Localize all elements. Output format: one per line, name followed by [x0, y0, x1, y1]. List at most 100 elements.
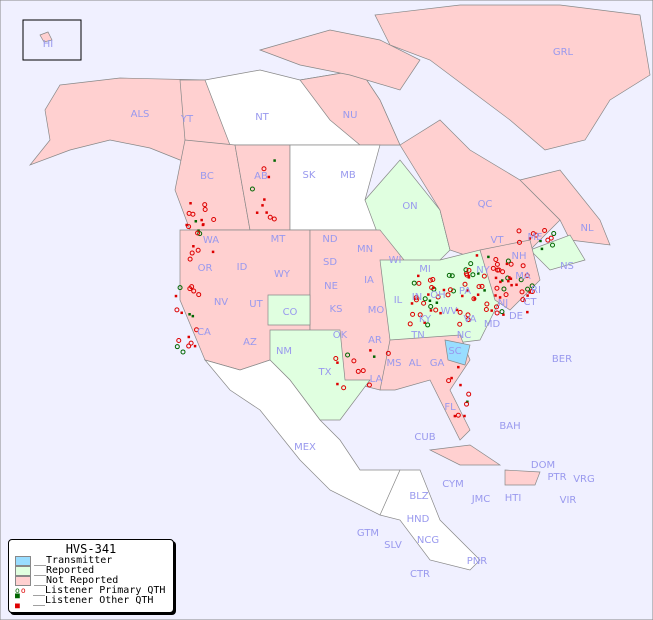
listener-primary-marker [333, 355, 339, 361]
region-label-nu: NU [343, 110, 358, 121]
listener-other-marker [526, 294, 529, 297]
listener-other-marker [499, 280, 502, 284]
legend-item-transmitter: __Transmitter [15, 556, 173, 566]
listener-primary-marker [194, 327, 200, 333]
region-label-de: DE [509, 311, 523, 322]
listener-other-marker [263, 198, 266, 201]
listener-other-marker [261, 204, 264, 207]
region-label-az: AZ [243, 337, 257, 348]
listener-primary-marker [484, 301, 490, 307]
listener-primary-marker [449, 273, 455, 279]
listener-primary-marker [196, 292, 202, 298]
listener-other-marker [197, 229, 200, 232]
region-label-fl: FL [444, 402, 456, 413]
region-label-ky: KY [419, 314, 432, 325]
listener-other-marker [465, 289, 469, 292]
listener-other-marker [200, 218, 203, 222]
listener-other-marker [455, 308, 459, 312]
region-label-nh: NH [512, 251, 527, 262]
listener-other-marker [502, 313, 505, 316]
region-label-ab: AB [254, 171, 268, 182]
region-labels: HI ALS YT NT NU GRL BC AB SK MB ON QC NL NS WA OR ID MT WY… [43, 39, 595, 580]
listener-other-marker [336, 382, 339, 386]
hawaii-region [39, 31, 53, 43]
region-label-sd: SD [323, 257, 337, 268]
region-label-ms: MS [387, 358, 402, 369]
listener-other-marker [194, 220, 198, 223]
listener-primary-marker [462, 281, 468, 287]
listener-primary-marker [520, 263, 526, 269]
listener-other-marker [526, 310, 529, 314]
listener-other-marker [191, 314, 195, 318]
region-label-ar: AR [368, 335, 382, 346]
region-label-ct: CT [523, 297, 537, 308]
listener-primary-marker [202, 202, 208, 208]
region-label-vir: VIR [560, 495, 577, 506]
listener-other-marker [185, 223, 188, 227]
listener-primary-marker [501, 286, 507, 292]
region-label-nt: NT [255, 112, 269, 123]
listener-primary-marker [471, 296, 477, 302]
region-label-sk: SK [303, 170, 316, 181]
region-label-mo: MO [368, 305, 385, 316]
listener-other-marker [369, 349, 372, 352]
legend-label: __Listener Other QTH [33, 595, 154, 606]
greenland-region [374, 4, 651, 151]
region-label-hti: HTI [505, 493, 522, 504]
listener-primary-marker [483, 306, 489, 312]
listener-primary-marker [516, 228, 522, 234]
region-label-ia: IA [364, 275, 374, 286]
listener-primary-marker [503, 292, 509, 298]
legend-title: HVS-341 [65, 542, 117, 556]
listener-primary-marker [542, 227, 548, 233]
listener-primary-marker [267, 214, 273, 220]
listener-other-marker [539, 239, 542, 243]
legend: HVS-341 __Transmitter __Reported __Not R… [8, 539, 174, 613]
maritimes-region [529, 234, 586, 271]
region-label-hi: HI [43, 39, 53, 50]
listener-primary-marker [176, 338, 182, 344]
listener-primary-marker [429, 285, 435, 291]
region-label-la: LA [370, 374, 383, 385]
region-label-sc: SC [448, 346, 461, 357]
region-label-mex: MEX [294, 442, 316, 453]
legend-item-reported: __Reported [15, 566, 173, 576]
listener-other-marker [515, 283, 518, 287]
listener-primary-marker [481, 273, 487, 279]
transmitter-swatch [15, 556, 31, 566]
region-label-ma: MA [515, 271, 531, 282]
listener-primary-marker [261, 166, 267, 172]
region-label-hnd: HND [407, 514, 430, 525]
listener-other-marker [528, 291, 531, 294]
listener-primary-marker [548, 235, 554, 241]
region-label-ga: GA [430, 358, 445, 369]
listener-other-marker [187, 335, 191, 339]
region-label-nc: NC [457, 330, 471, 341]
region-label-cym: CYM [442, 479, 464, 490]
sk-mb-region [289, 144, 381, 231]
listener-other-marker [265, 211, 268, 214]
listener-primary-marker [186, 343, 192, 349]
listener-other-marker [428, 299, 432, 303]
listener-primary-marker [385, 350, 391, 356]
listener-primary-marker [470, 272, 476, 278]
listener-other-marker [439, 311, 442, 315]
listener-primary-marker [407, 321, 413, 327]
listener-primary-marker [519, 289, 525, 295]
reported-swatch [15, 566, 31, 576]
listener-primary-marker [445, 292, 451, 298]
region-label-wv: WV [441, 306, 458, 317]
listener-primary-marker [446, 272, 452, 278]
listener-primary-marker [177, 285, 183, 291]
listener-primary-marker [186, 224, 192, 230]
listener-primary-marker [249, 186, 255, 192]
region-label-in: IN [412, 292, 422, 303]
listener-primary-marker [191, 288, 197, 294]
listener-other-marker [189, 202, 192, 205]
listener-primary-marker [430, 277, 436, 283]
listener-primary-marker [505, 258, 511, 264]
legend-item-not-reported: __Not Reported [15, 576, 173, 586]
listener-primary-marker [457, 309, 463, 315]
listener-other-marker [466, 400, 469, 404]
